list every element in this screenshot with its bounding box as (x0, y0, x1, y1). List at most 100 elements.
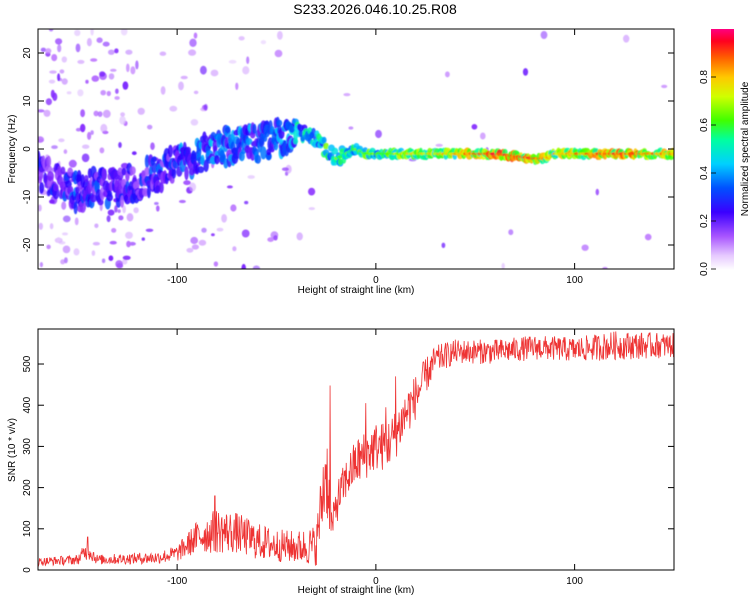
noise-blob (46, 244, 51, 250)
noise-blob (106, 215, 111, 223)
noise-blob (93, 110, 99, 117)
ridge-blob (47, 171, 54, 182)
noise-blob (60, 259, 66, 265)
ridge-core (670, 152, 674, 156)
noise-blob (75, 43, 81, 53)
noise-blob (114, 48, 119, 54)
noise-blob (273, 235, 278, 241)
ridge-blob (195, 164, 200, 175)
noise-blob (48, 79, 56, 84)
ridge-blob (144, 154, 150, 169)
noise-blob (82, 144, 90, 149)
ridge-blob (203, 135, 209, 143)
noise-blob (277, 31, 283, 40)
noise-blob (501, 262, 505, 269)
noise-blob (120, 29, 128, 36)
ridge-blob (107, 190, 113, 197)
noise-blob (169, 105, 178, 112)
noise-blob (90, 58, 98, 62)
noise-blob (50, 89, 55, 99)
noise-blob (90, 29, 94, 36)
ridge-blob (311, 127, 316, 135)
noise-blob (183, 180, 191, 186)
ridge-blob (53, 183, 59, 192)
noise-blob (61, 232, 69, 236)
noise-blob (96, 37, 103, 43)
noise-blob (99, 71, 106, 77)
noise-blob (480, 132, 486, 140)
noise-blob (90, 130, 94, 135)
noise-blob (81, 153, 90, 163)
ridge-blob (79, 199, 87, 213)
ridge-blob (144, 167, 151, 176)
noise-blob (92, 241, 100, 246)
noise-blob (57, 73, 61, 82)
ridge-blob (57, 165, 62, 178)
noise-blob (150, 142, 155, 150)
y-tick-label: 300 (22, 438, 33, 455)
y-tick-label: 10 (22, 95, 33, 107)
noise-blob (241, 263, 246, 269)
ridge-blob (263, 135, 268, 142)
snr-frame (37, 328, 675, 571)
noise-blob (94, 223, 99, 229)
noise-blob (126, 213, 134, 222)
noise-blob (62, 245, 71, 254)
ridge-blob (75, 186, 80, 194)
noise-blob (522, 68, 529, 76)
noise-blob (118, 215, 124, 221)
y-tick-label: 200 (22, 479, 33, 496)
snr-series-line (38, 331, 674, 567)
spectrogram-y-ticks: -20 -10 0 10 20 (22, 47, 674, 252)
noise-blob (154, 202, 159, 205)
noise-blob (661, 84, 668, 89)
noise-blob (45, 98, 53, 106)
noise-blob (39, 262, 44, 268)
ridge-blob (101, 168, 107, 181)
noise-blob (108, 73, 115, 80)
noise-blob (74, 29, 81, 37)
noise-blob (228, 59, 237, 64)
ridge-blob (73, 201, 78, 215)
noise-blob (189, 182, 197, 192)
noise-blob (445, 71, 450, 78)
noise-blob (58, 241, 66, 245)
noise-blob (595, 188, 599, 196)
ridge-blob (39, 182, 45, 194)
noise-blob (91, 75, 100, 82)
colorbar-tick-label: 0.4 (699, 166, 710, 180)
noise-blob (252, 265, 260, 269)
noise-blob (118, 142, 122, 148)
y-tick-label: 100 (22, 520, 33, 537)
noise-blob (190, 236, 199, 245)
ridge-blob (245, 138, 253, 145)
ridge-blob (60, 166, 66, 175)
noise-blob (74, 217, 79, 226)
noise-blob (189, 38, 197, 47)
ridge-blob (269, 126, 275, 133)
colorbar-ticks: 0.0 0.2 0.4 0.6 0.8 (699, 70, 716, 276)
noise-blob (221, 214, 228, 223)
x-tick-label: 0 (373, 275, 379, 286)
x-tick-label: -100 (167, 275, 187, 286)
noise-blob (623, 34, 630, 43)
noise-blob (122, 81, 129, 90)
noise-blob (125, 49, 133, 55)
noise-blob (216, 227, 224, 232)
noise-blob (102, 41, 110, 47)
noise-blob (58, 138, 65, 143)
snr-y-ticks: 0 100 200 300 400 500 (22, 355, 674, 573)
noise-blob (441, 242, 446, 248)
y-tick-label: -20 (22, 237, 33, 252)
noise-blob (40, 47, 47, 52)
spectrogram-x-ticks: -100 0 100 (167, 29, 583, 286)
noise-blob (66, 91, 72, 95)
ridge-blob (331, 147, 339, 155)
y-tick-label: -10 (22, 189, 33, 204)
noise-blob (201, 227, 207, 233)
noise-blob (122, 258, 128, 265)
noise-blob (308, 207, 315, 211)
noise-blob (241, 229, 250, 238)
noise-blob (48, 29, 54, 32)
